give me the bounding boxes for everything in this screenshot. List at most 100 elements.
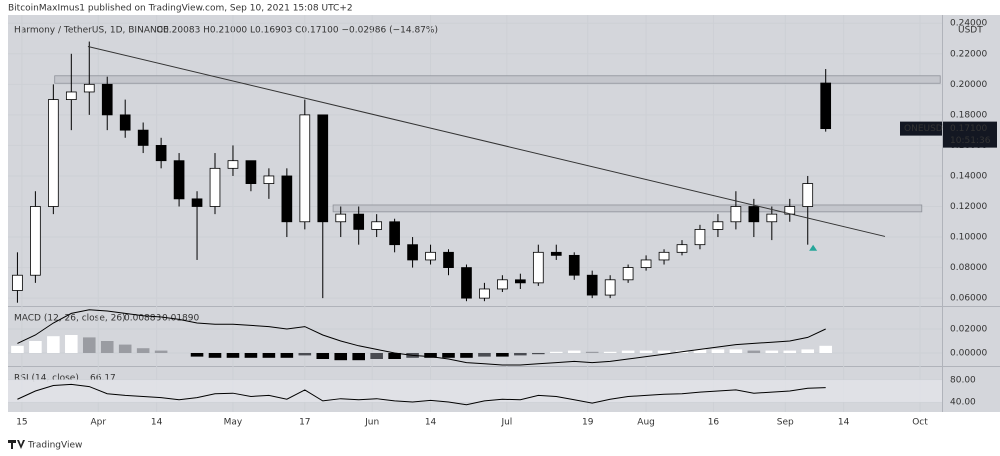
histogram-bar: [729, 349, 743, 353]
x-tick-label: Oct: [912, 418, 928, 428]
candle-body: [299, 114, 311, 223]
header: BitcoinMaxImus1 published on TradingView…: [8, 4, 353, 14]
histogram-bar: [316, 353, 330, 359]
candle-body: [515, 279, 526, 284]
macd-title: MACD (12, 26, close, 26): [14, 314, 126, 324]
zone: [332, 204, 923, 213]
y-tick-label: 0.20000: [950, 80, 987, 90]
candle-body: [407, 244, 418, 261]
histogram-bar: [47, 336, 60, 353]
price-tag-label: 0.17100: [950, 124, 987, 134]
histogram-bar: [226, 353, 240, 358]
x-tick-label: Sep: [777, 418, 794, 428]
histogram-bar: [819, 345, 832, 353]
histogram-bar: [82, 337, 96, 353]
footer: TradingView: [27, 441, 82, 451]
histogram-bar: [460, 353, 473, 358]
logo: [8, 440, 25, 449]
histogram-bar: [208, 353, 222, 358]
macd-readout: 0.00883: [124, 314, 161, 324]
candle-body: [479, 288, 490, 299]
candle-body: [65, 91, 77, 101]
x-tick-label: Jul: [500, 418, 512, 428]
candle-body: [48, 99, 59, 207]
candle-body: [586, 274, 598, 296]
histogram-bar: [442, 353, 455, 358]
histogram-bar: [478, 353, 491, 357]
rsi-readout: 66.17: [90, 374, 116, 384]
y-tick-label: 0.24000: [950, 19, 987, 29]
histogram-bar: [567, 350, 581, 353]
candle-body: [640, 259, 652, 268]
x-tick-label: Aug: [637, 418, 655, 428]
axis-unit: USDT: [958, 26, 983, 36]
candle-body: [335, 213, 347, 223]
histogram-bar: [65, 335, 78, 353]
candle-body: [676, 244, 688, 253]
y-tick-label: 0.00000: [950, 349, 987, 359]
candle-body: [748, 206, 760, 223]
candle-body: [209, 167, 221, 207]
histogram-bar: [639, 350, 653, 353]
candle-body: [263, 175, 275, 184]
histogram-bar: [244, 353, 258, 358]
y-tick-label: 0.08000: [950, 263, 987, 273]
x-tick-label: Jun: [364, 418, 379, 428]
histogram-bar: [603, 351, 617, 353]
candle-body: [532, 251, 544, 284]
x-tick-label: 16: [708, 418, 720, 428]
candle-body: [101, 83, 113, 116]
histogram-bar: [532, 353, 545, 355]
histogram-bar: [352, 353, 365, 361]
histogram-bar: [334, 353, 348, 361]
candle-body: [30, 206, 41, 276]
price-tag-symbol: [900, 121, 942, 136]
y-tick-label: 0.22000: [950, 49, 987, 59]
candle-body: [712, 221, 724, 230]
histogram-bar: [370, 353, 383, 359]
x-tick-label: 19: [582, 418, 594, 428]
candle-body: [353, 213, 365, 230]
histogram-bar: [549, 351, 563, 353]
histogram-bar: [298, 353, 312, 356]
candle-body: [12, 274, 23, 291]
histogram-bar: [11, 345, 24, 353]
legend: Harmony / TetherUS, 1D, BINANCE: [14, 26, 169, 36]
y-tick-label: 0.10000: [950, 233, 987, 243]
histogram-bar: [388, 353, 401, 359]
candle-body: [622, 267, 634, 281]
histogram-bar: [693, 349, 707, 353]
y-tick-label: 0.18000: [950, 110, 987, 120]
histogram-bar: [783, 350, 797, 353]
candle-body: [119, 114, 131, 131]
candle-body: [461, 267, 472, 299]
candle-body: [173, 160, 185, 200]
y-tick-label: 0.06000: [950, 294, 987, 304]
zone: [54, 75, 941, 84]
candle-body: [497, 279, 508, 290]
candle-body: [137, 129, 149, 146]
candle-body: [191, 198, 203, 207]
x-tick-label: 14: [151, 418, 163, 428]
candle-body: [227, 160, 239, 169]
x-tick-label: 14: [425, 418, 437, 428]
candle-body: [550, 251, 562, 256]
histogram-bar: [190, 353, 204, 357]
x-tick-label: 14: [838, 418, 850, 428]
histogram-bar: [136, 348, 150, 353]
histogram-bar: [154, 350, 168, 353]
histogram-bar: [801, 349, 815, 353]
histogram-bar: [585, 351, 599, 353]
rsi-band: [8, 379, 942, 402]
candle-body: [317, 114, 329, 223]
rsi-title: RSI (14, close): [14, 374, 79, 384]
histogram-bar: [262, 353, 276, 358]
x-tick-label: Apr: [90, 418, 106, 428]
price-tag-symbol-text: ONEUSDT: [904, 124, 949, 134]
candle-body: [766, 213, 778, 223]
histogram-bar: [514, 353, 527, 356]
axis-background: [942, 15, 1000, 412]
histogram-bar: [496, 353, 509, 357]
candle-body: [820, 82, 832, 130]
